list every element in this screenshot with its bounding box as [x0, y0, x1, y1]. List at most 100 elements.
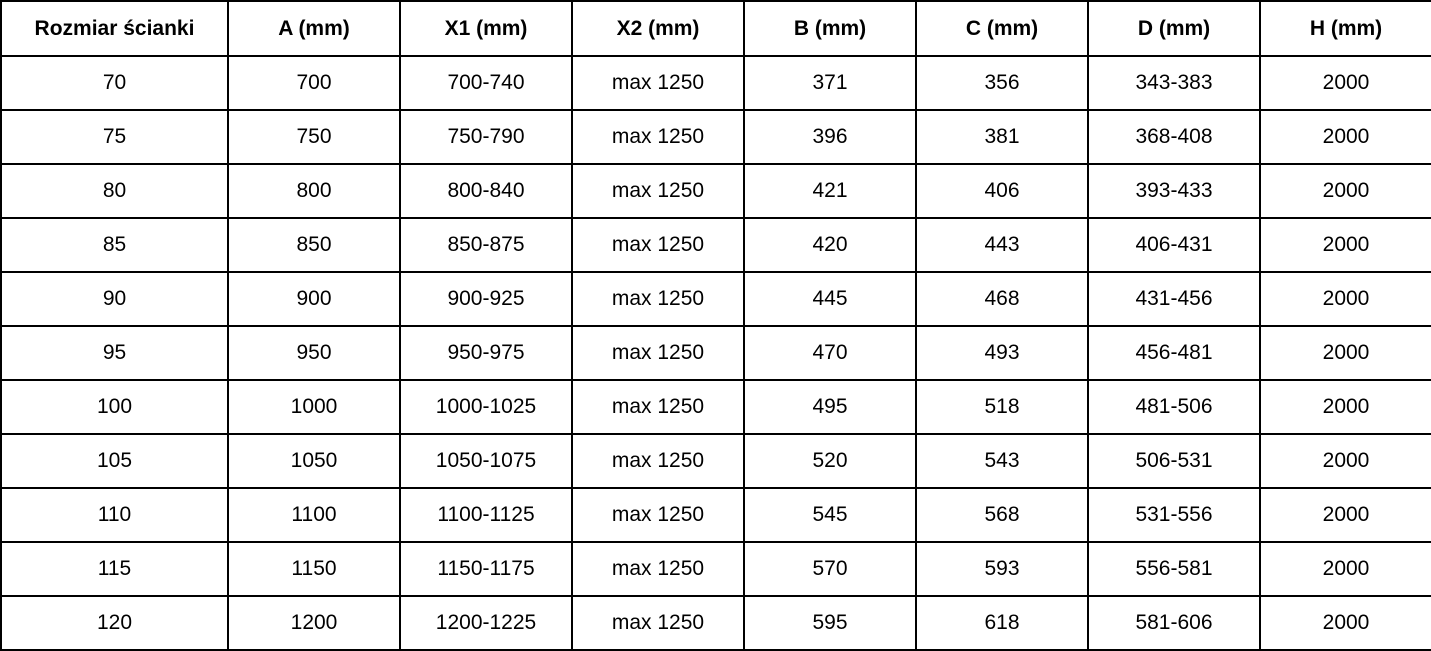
- table-cell: 518: [915, 379, 1089, 435]
- table-cell: 343-383: [1087, 55, 1261, 111]
- table-cell: 95: [0, 325, 229, 381]
- table-cell: 80: [0, 163, 229, 219]
- table-cell: 2000: [1259, 55, 1431, 111]
- table-cell: 506-531: [1087, 433, 1261, 489]
- table-cell: 1050: [227, 433, 401, 489]
- table-row: 115 1150 1150-1175 max 1250 570 593 556-581 200…: [0, 541, 1431, 597]
- table-cell: 800: [227, 163, 401, 219]
- table-cell: max 1250: [571, 541, 745, 597]
- table-cell: 556-581: [1087, 541, 1261, 597]
- table-cell: 406: [915, 163, 1089, 219]
- table-cell: 900: [227, 271, 401, 327]
- table-row: 75 750 750-790 max 1250 396 381 368-408 2000: [0, 109, 1431, 165]
- table-cell: 85: [0, 217, 229, 273]
- table-cell: 2000: [1259, 109, 1431, 165]
- table-cell: 456-481: [1087, 325, 1261, 381]
- table-row: 90 900 900-925 max 1250 445 468 431-456 2000: [0, 271, 1431, 327]
- table-cell: 371: [743, 55, 917, 111]
- table-cell: 568: [915, 487, 1089, 543]
- table-cell: 420: [743, 217, 917, 273]
- table-cell: 2000: [1259, 433, 1431, 489]
- table-cell: 618: [915, 595, 1089, 651]
- table-row: 105 1050 1050-1075 max 1250 520 543 506-531 200…: [0, 433, 1431, 489]
- table-cell: 950: [227, 325, 401, 381]
- table-row: 80 800 800-840 max 1250 421 406 393-433 2000: [0, 163, 1431, 219]
- column-header-rozmiar-scianki: Rozmiar ścianki: [0, 0, 229, 57]
- table-cell: 1100: [227, 487, 401, 543]
- table-cell: max 1250: [571, 595, 745, 651]
- table-cell: 700: [227, 55, 401, 111]
- table-cell: 468: [915, 271, 1089, 327]
- table-cell: 431-456: [1087, 271, 1261, 327]
- table-cell: 495: [743, 379, 917, 435]
- table-header-row: Rozmiar ścianki A (mm) X1 (mm) X2 (mm) B…: [0, 0, 1431, 57]
- table-cell: 443: [915, 217, 1089, 273]
- table-cell: 445: [743, 271, 917, 327]
- table-cell: 2000: [1259, 217, 1431, 273]
- table-cell: 900-925: [399, 271, 573, 327]
- table-cell: max 1250: [571, 379, 745, 435]
- table-cell: max 1250: [571, 163, 745, 219]
- table-cell: 120: [0, 595, 229, 651]
- table-cell: 570: [743, 541, 917, 597]
- table-cell: 520: [743, 433, 917, 489]
- table-cell: 800-840: [399, 163, 573, 219]
- table-cell: 105: [0, 433, 229, 489]
- table-cell: 356: [915, 55, 1089, 111]
- table-cell: 750: [227, 109, 401, 165]
- table-cell: 90: [0, 271, 229, 327]
- table-cell: 543: [915, 433, 1089, 489]
- table-cell: 1000-1025: [399, 379, 573, 435]
- table-cell: 1200-1225: [399, 595, 573, 651]
- column-header-a-mm: A (mm): [227, 0, 401, 57]
- table-cell: max 1250: [571, 487, 745, 543]
- table-row: 85 850 850-875 max 1250 420 443 406-431 2000: [0, 217, 1431, 273]
- column-header-x2-mm: X2 (mm): [571, 0, 745, 57]
- table-cell: 406-431: [1087, 217, 1261, 273]
- column-header-d-mm: D (mm): [1087, 0, 1261, 57]
- table-cell: max 1250: [571, 55, 745, 111]
- table-cell: 581-606: [1087, 595, 1261, 651]
- table-row: 70 700 700-740 max 1250 371 356 343-383 2000: [0, 55, 1431, 111]
- table-cell: 100: [0, 379, 229, 435]
- table-cell: 115: [0, 541, 229, 597]
- table-cell: 2000: [1259, 541, 1431, 597]
- table-cell: 2000: [1259, 163, 1431, 219]
- table-cell: max 1250: [571, 271, 745, 327]
- table-cell: 393-433: [1087, 163, 1261, 219]
- table-cell: 545: [743, 487, 917, 543]
- table-cell: 850-875: [399, 217, 573, 273]
- table-body: 70 700 700-740 max 1250 371 356 343-383 2000 75 7…: [0, 55, 1431, 651]
- table-cell: 481-506: [1087, 379, 1261, 435]
- table-row: 95 950 950-975 max 1250 470 493 456-481 2000: [0, 325, 1431, 381]
- table-cell: 950-975: [399, 325, 573, 381]
- table-cell: 70: [0, 55, 229, 111]
- table-cell: 470: [743, 325, 917, 381]
- table-row: 110 1100 1100-1125 max 1250 545 568 531-556 200…: [0, 487, 1431, 543]
- table-cell: 2000: [1259, 325, 1431, 381]
- table-cell: 381: [915, 109, 1089, 165]
- column-header-x1-mm: X1 (mm): [399, 0, 573, 57]
- table-cell: 110: [0, 487, 229, 543]
- table-cell: 750-790: [399, 109, 573, 165]
- table-cell: 75: [0, 109, 229, 165]
- table-cell: 850: [227, 217, 401, 273]
- table-cell: 2000: [1259, 271, 1431, 327]
- table-cell: 1150-1175: [399, 541, 573, 597]
- table-cell: 531-556: [1087, 487, 1261, 543]
- table-cell: 396: [743, 109, 917, 165]
- table-row: 100 1000 1000-1025 max 1250 495 518 481-506 200…: [0, 379, 1431, 435]
- table-cell: 593: [915, 541, 1089, 597]
- table-cell: 2000: [1259, 487, 1431, 543]
- table-cell: 421: [743, 163, 917, 219]
- table-cell: max 1250: [571, 433, 745, 489]
- table-cell: 595: [743, 595, 917, 651]
- table-cell: 493: [915, 325, 1089, 381]
- column-header-h-mm: H (mm): [1259, 0, 1431, 57]
- column-header-c-mm: C (mm): [915, 0, 1089, 57]
- column-header-b-mm: B (mm): [743, 0, 917, 57]
- table-cell: 2000: [1259, 595, 1431, 651]
- table-cell: 1150: [227, 541, 401, 597]
- table-cell: 1050-1075: [399, 433, 573, 489]
- table-cell: max 1250: [571, 217, 745, 273]
